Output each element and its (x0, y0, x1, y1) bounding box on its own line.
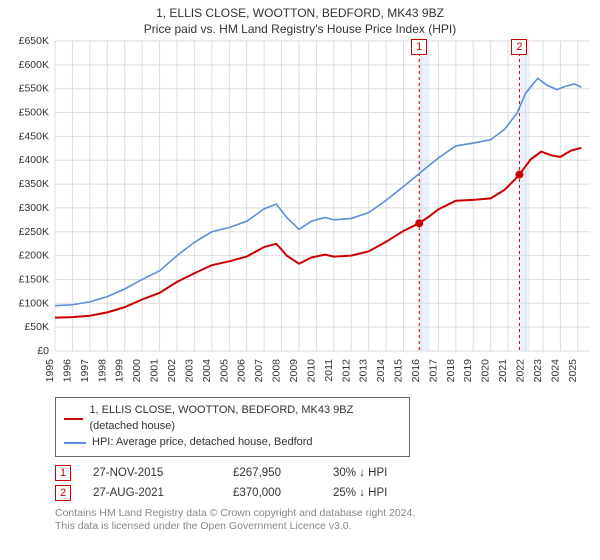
event-row: 2 27-AUG-2021£370,00025% ↓ HPI (55, 485, 600, 501)
event-diff: 30% ↓ HPI (333, 467, 433, 479)
svg-text:2005: 2005 (218, 359, 230, 383)
svg-text:2024: 2024 (549, 359, 561, 383)
svg-text:£450K: £450K (19, 130, 49, 142)
svg-text:£200K: £200K (19, 250, 49, 262)
event-diff: 25% ↓ HPI (333, 487, 433, 499)
event-price: £267,950 (233, 467, 333, 479)
svg-text:£300K: £300K (19, 202, 49, 214)
svg-text:2023: 2023 (532, 359, 544, 383)
svg-text:2010: 2010 (305, 359, 317, 383)
legend-label: HPI: Average price, detached house, Bedf… (92, 435, 313, 451)
svg-text:£600K: £600K (19, 59, 49, 71)
legend-row: 1, ELLIS CLOSE, WOOTTON, BEDFORD, MK43 9… (64, 403, 401, 435)
svg-text:2020: 2020 (480, 359, 492, 383)
svg-text:2013: 2013 (358, 359, 370, 383)
events-table: 1 27-NOV-2015£267,95030% ↓ HPI 2 27-AUG-202… (55, 465, 600, 501)
svg-text:1998: 1998 (96, 359, 108, 383)
credit-block: Contains HM Land Registry data © Crown c… (55, 507, 600, 534)
svg-text:2008: 2008 (271, 359, 283, 383)
svg-text:£650K: £650K (19, 36, 49, 47)
svg-text:2006: 2006 (236, 359, 248, 383)
svg-text:1996: 1996 (61, 359, 73, 383)
svg-text:£550K: £550K (19, 83, 49, 95)
svg-text:2017: 2017 (427, 359, 439, 383)
marker-badge: 2 (511, 39, 527, 55)
svg-text:£350K: £350K (19, 178, 49, 190)
legend-swatch (64, 418, 83, 420)
svg-text:£100K: £100K (19, 297, 49, 309)
svg-text:£50K: £50K (24, 321, 49, 333)
svg-text:1997: 1997 (79, 359, 91, 383)
svg-text:2001: 2001 (149, 359, 161, 383)
svg-text:2003: 2003 (183, 359, 195, 383)
event-row: 1 27-NOV-2015£267,95030% ↓ HPI (55, 465, 600, 481)
svg-text:£250K: £250K (19, 226, 49, 238)
event-price: £370,000 (233, 487, 333, 499)
svg-text:2018: 2018 (445, 359, 457, 383)
svg-text:2011: 2011 (323, 359, 335, 382)
event-badge: 2 (55, 485, 71, 501)
svg-text:2004: 2004 (201, 359, 213, 383)
legend: 1, ELLIS CLOSE, WOOTTON, BEDFORD, MK43 9… (55, 397, 410, 457)
svg-text:2007: 2007 (253, 359, 265, 383)
svg-text:2025: 2025 (567, 359, 579, 383)
credit-line-2: This data is licensed under the Open Gov… (55, 520, 600, 534)
legend-swatch (64, 442, 86, 444)
event-date: 27-NOV-2015 (93, 467, 233, 479)
line-chart: £0 £50K £100K £150K £200K £250K £300K £350K £400… (0, 36, 600, 391)
svg-text:2022: 2022 (515, 359, 527, 383)
event-date: 27-AUG-2021 (93, 487, 233, 499)
chart-area: £0 £50K £100K £150K £200K £250K £300K £350K £400… (0, 36, 600, 391)
event-badge: 1 (55, 465, 71, 481)
svg-text:2002: 2002 (166, 359, 178, 383)
svg-text:2009: 2009 (288, 359, 300, 383)
figure: 1, ELLIS CLOSE, WOOTTON, BEDFORD, MK43 9… (0, 0, 600, 560)
svg-text:£0: £0 (37, 345, 49, 357)
svg-text:2019: 2019 (462, 359, 474, 383)
title-line-1: 1, ELLIS CLOSE, WOOTTON, BEDFORD, MK43 9… (0, 6, 600, 20)
svg-text:2000: 2000 (131, 359, 143, 383)
svg-text:1995: 1995 (44, 359, 56, 383)
title-block: 1, ELLIS CLOSE, WOOTTON, BEDFORD, MK43 9… (0, 0, 600, 36)
svg-text:2016: 2016 (410, 359, 422, 383)
svg-text:2021: 2021 (497, 359, 509, 383)
title-line-2: Price paid vs. HM Land Registry's House … (0, 22, 600, 36)
legend-label: 1, ELLIS CLOSE, WOOTTON, BEDFORD, MK43 9… (89, 403, 401, 435)
svg-text:£500K: £500K (19, 107, 49, 119)
svg-text:£400K: £400K (19, 154, 49, 166)
marker-badge: 1 (411, 39, 427, 55)
svg-text:£150K: £150K (19, 273, 49, 285)
legend-row: HPI: Average price, detached house, Bedf… (64, 435, 401, 451)
svg-text:2015: 2015 (393, 359, 405, 383)
svg-text:2014: 2014 (375, 359, 387, 383)
credit-line-1: Contains HM Land Registry data © Crown c… (55, 507, 600, 521)
svg-text:2012: 2012 (340, 359, 352, 383)
svg-text:1999: 1999 (114, 359, 126, 383)
